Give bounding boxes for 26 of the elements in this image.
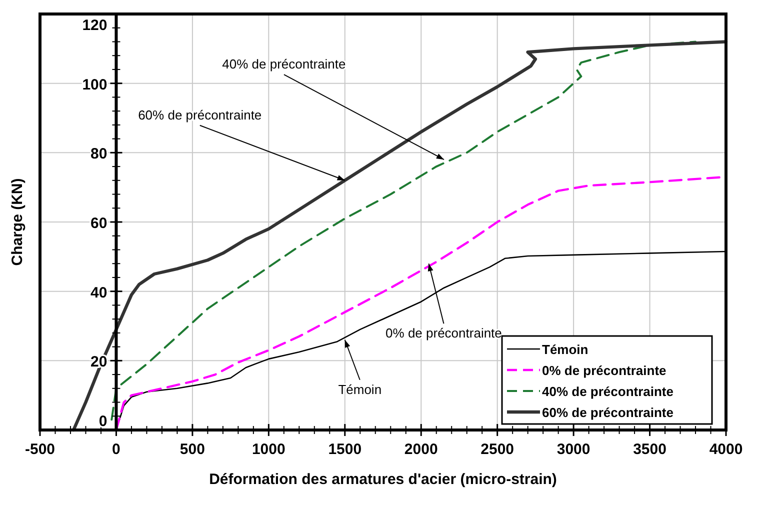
x-tick-label: 500 — [180, 441, 205, 458]
x-tick-label: 1000 — [252, 441, 286, 458]
annotation: 0% de précontrainte — [386, 326, 502, 341]
x-tick-label: 4000 — [709, 441, 743, 458]
legend-label: 60% de précontrainte — [542, 405, 674, 420]
annotation: 40% de précontrainte — [222, 56, 346, 72]
y-axis-title: Charge (KN) — [9, 178, 26, 266]
x-axis-title: Déformation des armatures d'acier (micro-strain) — [209, 471, 557, 488]
x-tick-label: 2500 — [480, 441, 514, 458]
x-tick-label: -500 — [24, 441, 56, 458]
x-tick-label: 0 — [112, 441, 120, 458]
y-tick-label: 40 — [90, 284, 108, 302]
y-tick-label: 0 — [98, 413, 108, 430]
y-tick-label: 60 — [90, 215, 108, 232]
annotation: 60% de précontrainte — [138, 107, 262, 122]
legend-label: Témoin — [542, 342, 588, 357]
y-tick-label: 80 — [90, 146, 108, 163]
legend-label: 40% de précontrainte — [542, 384, 674, 399]
x-tick-label: 1500 — [328, 441, 362, 458]
legend-label: 0% de précontrainte — [542, 363, 666, 378]
y-tick-label: 100 — [82, 76, 108, 94]
y-tick-label: 120 — [82, 17, 108, 34]
x-tick-label: 2000 — [404, 441, 438, 458]
annotation: Témoin — [338, 382, 382, 397]
x-tick-label: 3500 — [633, 441, 666, 458]
x-tick-label: 3000 — [556, 441, 590, 458]
